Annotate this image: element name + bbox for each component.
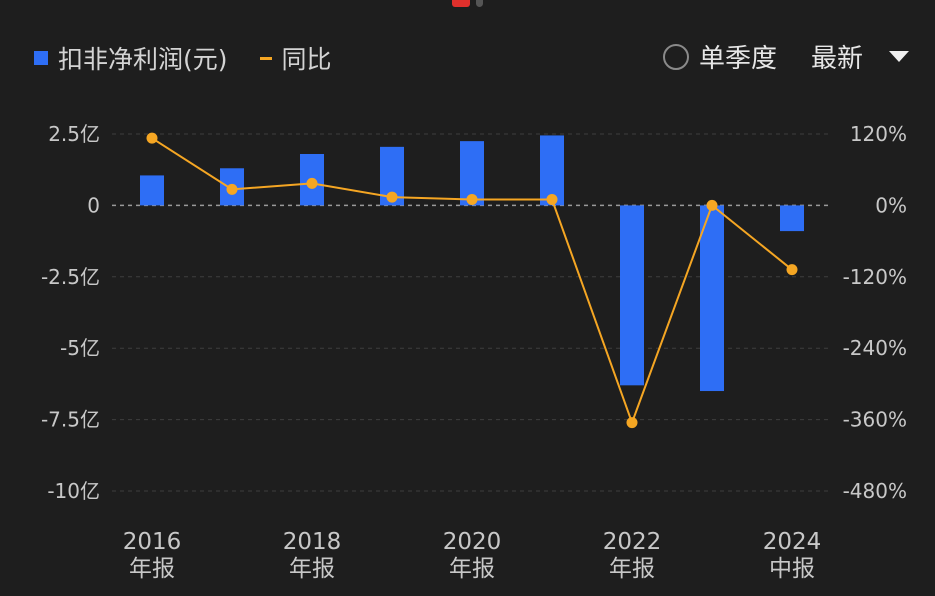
chevron-down-icon (889, 51, 909, 62)
legend-bar-label: 扣非净利润(元) (58, 45, 228, 74)
yoy-point (306, 177, 318, 189)
legend-line-label: 同比 (281, 45, 332, 74)
x-tick-year: 2020 (443, 529, 502, 555)
period-dropdown-label: 最新 (810, 44, 863, 74)
bar-series (140, 135, 804, 392)
y-right-tick-label: 0% (875, 193, 907, 217)
page-indicator-dot (476, 0, 483, 7)
bar (140, 175, 164, 206)
y-left-tick-label: -5亿 (60, 336, 100, 360)
single-quarter-radio[interactable] (662, 43, 689, 70)
y-right-tick-label: -480% (843, 479, 907, 503)
yoy-point (706, 199, 718, 211)
y-right-tick-label: -240% (843, 336, 907, 360)
x-tick-year: 2016 (123, 529, 182, 555)
y-left-tick-label: -7.5亿 (41, 408, 100, 432)
chart-legend: 扣非净利润(元) 同比 (34, 40, 332, 76)
line-series (146, 132, 798, 429)
x-tick-kind: 中报 (769, 556, 815, 582)
yoy-point (466, 193, 478, 205)
page-indicator-active (452, 0, 470, 7)
x-tick-kind: 年报 (289, 556, 335, 582)
yoy-point (386, 191, 398, 203)
y-axis-right: 120% 0% -120% -240% -360% -480% (843, 122, 907, 503)
x-tick-kind: 年报 (609, 556, 655, 582)
x-tick-kind: 年报 (129, 556, 175, 582)
x-tick-year: 2024 (763, 529, 822, 555)
y-axis-left: 2.5亿 0 -2.5亿 -5亿 -7.5亿 -10亿 (41, 122, 100, 503)
legend-line-swatch (259, 56, 272, 60)
bar (700, 205, 724, 392)
bar (780, 205, 804, 232)
x-tick-year: 2022 (603, 529, 662, 555)
x-tick-kind: 年报 (449, 556, 495, 582)
chart-controls: 单季度 最新 (662, 38, 909, 75)
y-left-tick-label: 0 (87, 193, 100, 217)
single-quarter-label[interactable]: 单季度 (698, 44, 777, 74)
yoy-point (786, 264, 798, 276)
y-left-tick-label: -10亿 (47, 479, 100, 503)
yoy-point (626, 417, 638, 429)
y-left-tick-label: 2.5亿 (48, 122, 100, 146)
y-right-tick-label: -360% (843, 408, 907, 432)
y-right-tick-label: -120% (843, 265, 907, 289)
bar (620, 205, 644, 386)
period-dropdown[interactable]: 最新 (811, 38, 909, 75)
yoy-point (146, 132, 158, 144)
bar (540, 135, 564, 206)
y-left-tick-label: -2.5亿 (41, 265, 100, 289)
page-indicator (452, 0, 483, 8)
x-tick-year: 2018 (283, 529, 342, 555)
yoy-point (546, 193, 558, 205)
y-right-tick-label: 120% (850, 122, 907, 146)
yoy-point (226, 183, 238, 195)
legend-bar-swatch (34, 51, 48, 65)
